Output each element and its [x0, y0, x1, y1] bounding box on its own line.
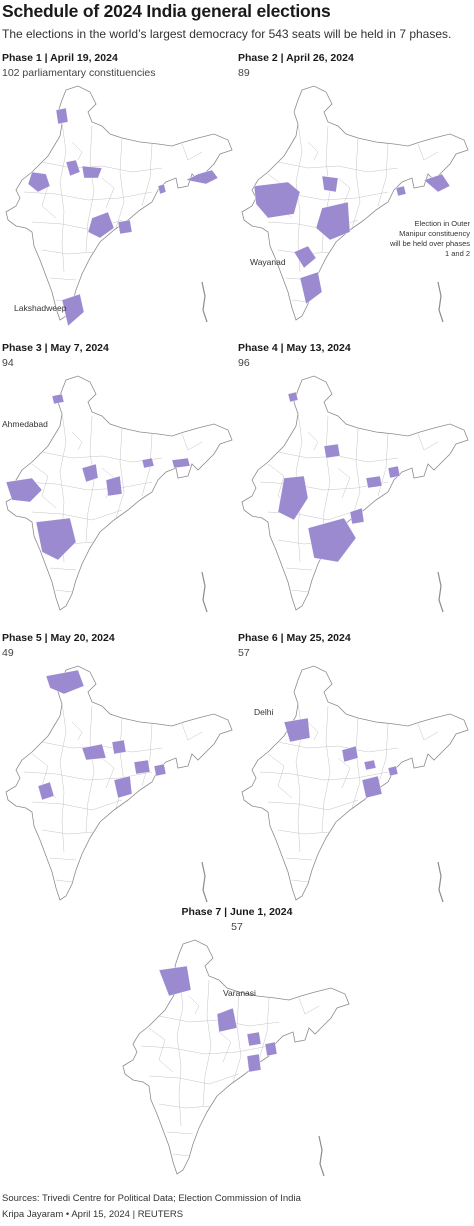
- region-jharkhand: [365, 475, 383, 489]
- callout-outer-manipur: Election in Outer Manipur constituency w…: [389, 219, 470, 258]
- region-ladakh: [45, 669, 85, 695]
- phase-7-label: Phase 7 | June 1, 2024: [181, 906, 293, 918]
- region-rajasthan-west: [27, 171, 51, 193]
- region-bihar: [141, 457, 155, 469]
- region-rajasthan: [253, 181, 301, 219]
- region-uttar-pradesh-east: [111, 739, 127, 755]
- page-subtitle: The elections in the world’s largest dem…: [2, 27, 452, 41]
- callout-lakshadweep: Lakshadweep: [14, 303, 67, 313]
- region-tamil-nadu: [61, 293, 85, 327]
- phase-2-label: Phase 2 | April 26, 2024: [238, 52, 354, 64]
- phase-5-panel: Phase 5 | May 20, 2024 49: [2, 632, 238, 922]
- phase-1-map: [2, 82, 238, 327]
- page-title: Schedule of 2024 India general elections: [2, 1, 331, 21]
- region-bengal: [153, 763, 167, 777]
- region-chhattisgarh: [117, 219, 133, 235]
- region-uttar-pradesh: [341, 745, 359, 763]
- callout-wayanad: Wayanad: [250, 257, 286, 267]
- phase-1-panel: Phase 1 | April 19, 2024 102 parliamenta…: [2, 52, 238, 342]
- region-madhya-pradesh: [315, 201, 351, 241]
- footer-sources: Sources: Trivedi Centre for Political Da…: [2, 1193, 301, 1204]
- phase-7-map: [119, 936, 355, 1186]
- footer-credit: Kripa Jayaram • April 15, 2024 | REUTERS: [2, 1209, 184, 1220]
- region-uttar-pradesh: [321, 175, 339, 193]
- phase-3-map: [2, 372, 238, 622]
- region-telangana-andhra: [307, 517, 357, 563]
- region-madhya-pradesh: [105, 475, 123, 497]
- region-varanasi: [216, 1007, 238, 1033]
- region-bengal-north: [157, 183, 167, 195]
- region-uttarakhand: [65, 159, 81, 177]
- region-gujarat: [5, 477, 43, 503]
- region-assam: [171, 457, 191, 469]
- phase-4-label: Phase 4 | May 13, 2024: [238, 342, 351, 354]
- phase-6-panel: Phase 6 | May 25, 2024 57 Delhi: [238, 632, 474, 922]
- region-bengal: [387, 765, 399, 777]
- phase-6-count: 57: [238, 647, 250, 659]
- region-kerala: [299, 271, 323, 305]
- region-bihar: [133, 759, 151, 775]
- phase-5-label: Phase 5 | May 20, 2024: [2, 632, 115, 644]
- region-maharashtra: [37, 781, 55, 801]
- region-jammu-kashmir: [55, 107, 69, 125]
- phase-4-panel: Phase 4 | May 13, 2024 96: [238, 342, 474, 632]
- region-maharashtra: [277, 475, 309, 521]
- phase-1-count: 102 parliamentary constituencies: [2, 67, 156, 79]
- region-bihar: [363, 759, 377, 771]
- region-uttar-pradesh-west: [81, 165, 103, 179]
- phase-2-map: [238, 82, 474, 332]
- region-odisha: [361, 775, 383, 799]
- region-uttar-pradesh: [81, 463, 99, 483]
- phase-2-count: 89: [238, 67, 250, 79]
- region-jharkhand: [113, 775, 133, 799]
- phase-6-map: [238, 662, 474, 912]
- region-bihar: [246, 1031, 262, 1047]
- region-odisha: [246, 1053, 262, 1073]
- phase-7-count: 57: [231, 921, 243, 933]
- region-northeast: [185, 169, 219, 185]
- region-jammu: [51, 393, 65, 405]
- phase-5-count: 49: [2, 647, 14, 659]
- phase-7-panel: Phase 7 | June 1, 2024 57 Varanasi: [119, 906, 355, 1196]
- phase-3-label: Phase 3 | May 7, 2024: [2, 342, 109, 354]
- phase-1-label: Phase 1 | April 19, 2024: [2, 52, 118, 64]
- phase-4-count: 96: [238, 357, 250, 369]
- region-uttar-pradesh: [323, 443, 341, 459]
- region-bengal: [264, 1041, 278, 1057]
- region-srinagar: [287, 391, 299, 403]
- callout-ahmedabad: Ahmedabad: [2, 419, 48, 429]
- region-odisha: [349, 507, 365, 525]
- region-bengal: [395, 185, 407, 197]
- phase-4-map: [238, 372, 474, 622]
- region-northeast: [423, 173, 451, 193]
- region-maharashtra-east: [87, 211, 115, 239]
- callout-varanasi: Varanasi: [223, 988, 256, 998]
- region-uttar-pradesh: [81, 743, 107, 761]
- region-karnataka: [293, 245, 317, 269]
- callout-delhi: Delhi: [254, 707, 274, 717]
- region-punjab-himachal: [158, 965, 192, 997]
- region-maharashtra-karnataka: [35, 517, 77, 561]
- phase-5-map: [2, 662, 238, 912]
- region-bengal: [387, 465, 401, 479]
- phase-2-panel: Phase 2 | April 26, 2024 89 Wayanad Elec…: [238, 52, 474, 342]
- phase-3-count: 94: [2, 357, 14, 369]
- phase-6-label: Phase 6 | May 25, 2024: [238, 632, 351, 644]
- region-haryana-delhi: [283, 717, 311, 743]
- phase-3-panel: Phase 3 | May 7, 2024 94 Ahmedabad: [2, 342, 238, 632]
